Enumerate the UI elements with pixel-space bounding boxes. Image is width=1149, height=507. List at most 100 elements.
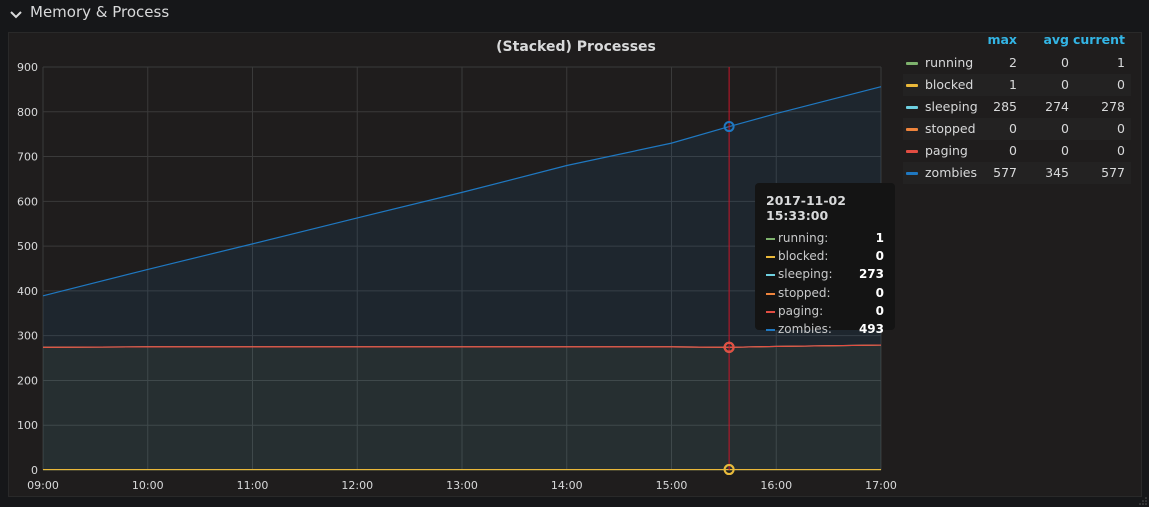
legend-max: 0 — [1009, 143, 1017, 158]
tooltip-row: running: 1 — [766, 230, 884, 248]
x-tick-label: 16:00 — [760, 479, 792, 492]
x-tick-label: 11:00 — [237, 479, 269, 492]
x-tick-label: 15:00 — [656, 479, 688, 492]
legend-avg: 0 — [1061, 55, 1069, 70]
legend-name[interactable]: stopped — [925, 121, 976, 136]
tooltip-series-value: 0 — [875, 285, 884, 300]
tooltip-swatch — [766, 292, 775, 295]
legend-swatch[interactable] — [906, 106, 918, 109]
tooltip-swatch — [766, 274, 775, 277]
legend-name[interactable]: zombies — [925, 165, 977, 180]
tooltip-series-value: 0 — [875, 249, 884, 264]
legend-item-blocked[interactable]: blocked 1 0 0 — [903, 74, 1131, 96]
legend-item-paging[interactable]: paging 0 0 0 — [903, 140, 1131, 162]
tooltip-series-value: 273 — [858, 267, 884, 282]
legend-current: 577 — [1101, 165, 1125, 180]
legend-current: 0 — [1117, 121, 1125, 136]
legend-avg: 0 — [1061, 77, 1069, 92]
tooltip-series-name: paging: — [778, 303, 824, 318]
x-tick-label: 12:00 — [341, 479, 373, 492]
legend-swatch[interactable] — [906, 172, 918, 175]
chevron-down-icon[interactable] — [9, 8, 23, 22]
tooltip-series-value: 1 — [875, 231, 884, 245]
legend-max: 577 — [993, 165, 1017, 180]
y-tick-label: 900 — [17, 61, 38, 74]
y-tick-label: 600 — [17, 195, 38, 208]
tooltip-swatch — [766, 328, 775, 331]
legend-avg: 0 — [1061, 121, 1069, 136]
y-tick-label: 200 — [17, 374, 38, 387]
hover-point-zombies — [723, 121, 735, 133]
x-tick-label: 10:00 — [132, 479, 164, 492]
tooltip-row: stopped: 0 — [766, 285, 884, 303]
tooltip-series-name: stopped: — [778, 285, 831, 300]
y-tick-label: 100 — [17, 419, 38, 432]
legend-swatch[interactable] — [906, 84, 918, 87]
tooltip-row: paging: 0 — [766, 303, 884, 321]
hover-tooltip: 2017-11-02 15:33:00 running: 1 blocked: … — [755, 183, 895, 336]
legend-header-avg[interactable]: avg — [1043, 32, 1069, 47]
row-title[interactable]: Memory & Process — [30, 3, 170, 21]
legend-name[interactable]: sleeping — [925, 99, 978, 114]
legend-name[interactable]: paging — [925, 143, 968, 158]
legend-item-sleeping[interactable]: sleeping 285 274 278 — [903, 96, 1131, 118]
legend: max avg current running 2 0 1 blocked 1 … — [903, 30, 1131, 184]
legend-name[interactable]: blocked — [925, 77, 974, 92]
tooltip-series-value: 493 — [858, 321, 884, 336]
legend-current: 1 — [1117, 55, 1125, 70]
hover-point-blocked — [723, 464, 735, 476]
legend-swatch[interactable] — [906, 150, 918, 153]
y-tick-label: 400 — [17, 285, 38, 298]
series-area-sleeping — [43, 345, 881, 470]
legend-avg: 345 — [1045, 165, 1069, 180]
legend-header: max avg current — [903, 30, 1131, 52]
hover-point-paging — [723, 341, 735, 353]
tooltip-series-name: blocked: — [778, 249, 829, 264]
y-tick-label: 500 — [17, 240, 38, 253]
resize-handle-icon[interactable] — [1139, 497, 1147, 505]
x-tick-label: 13:00 — [446, 479, 478, 492]
tooltip-series-name: running: — [778, 231, 829, 245]
x-tick-label: 14:00 — [551, 479, 583, 492]
y-tick-label: 800 — [17, 106, 38, 119]
tooltip-series-name: zombies: — [778, 321, 832, 336]
row-header: Memory & Process — [0, 0, 1149, 28]
tooltip-swatch — [766, 238, 775, 240]
legend-swatch[interactable] — [906, 62, 918, 65]
y-tick-label: 0 — [31, 464, 38, 477]
legend-max: 2 — [1009, 55, 1017, 70]
series-line-zombies — [42, 86, 882, 297]
legend-max: 1 — [1009, 77, 1017, 92]
tooltip-time: 2017-11-02 15:33:00 — [766, 193, 846, 223]
legend-item-running[interactable]: running 2 0 1 — [903, 52, 1131, 74]
tooltip-series-value: 0 — [875, 303, 884, 318]
legend-avg: 0 — [1061, 143, 1069, 158]
legend-avg: 274 — [1045, 99, 1069, 114]
legend-max: 285 — [993, 99, 1017, 114]
series-area-zombies — [43, 86, 881, 348]
legend-swatch[interactable] — [906, 128, 918, 131]
tooltip-swatch — [766, 310, 775, 313]
panel-title[interactable]: (Stacked) Processes — [496, 39, 656, 55]
y-tick-label: 300 — [17, 330, 38, 343]
tooltip-series-name: sleeping: — [778, 267, 833, 282]
legend-name[interactable]: running — [925, 55, 974, 70]
tooltip-row: sleeping: 273 — [766, 266, 884, 284]
x-tick-label: 17:00 — [865, 479, 897, 492]
legend-header-max[interactable]: max — [987, 32, 1017, 47]
legend-max: 0 — [1009, 121, 1017, 136]
y-tick-label: 700 — [17, 151, 38, 164]
tooltip-row: zombies: 493 — [766, 321, 884, 339]
tooltip-swatch — [766, 256, 775, 259]
tooltip-row: blocked: 0 — [766, 248, 884, 266]
legend-item-zombies[interactable]: zombies 577 345 577 — [903, 162, 1131, 184]
graph-panel: (Stacked) Processes — [8, 32, 1142, 497]
legend-current: 278 — [1101, 99, 1125, 114]
legend-item-stopped[interactable]: stopped 0 0 0 — [903, 118, 1131, 140]
legend-current: 0 — [1117, 143, 1125, 158]
legend-current: 0 — [1117, 77, 1125, 92]
legend-header-current[interactable]: current — [1073, 32, 1125, 47]
x-tick-label: 09:00 — [27, 479, 59, 492]
series-line-paging — [42, 344, 882, 348]
